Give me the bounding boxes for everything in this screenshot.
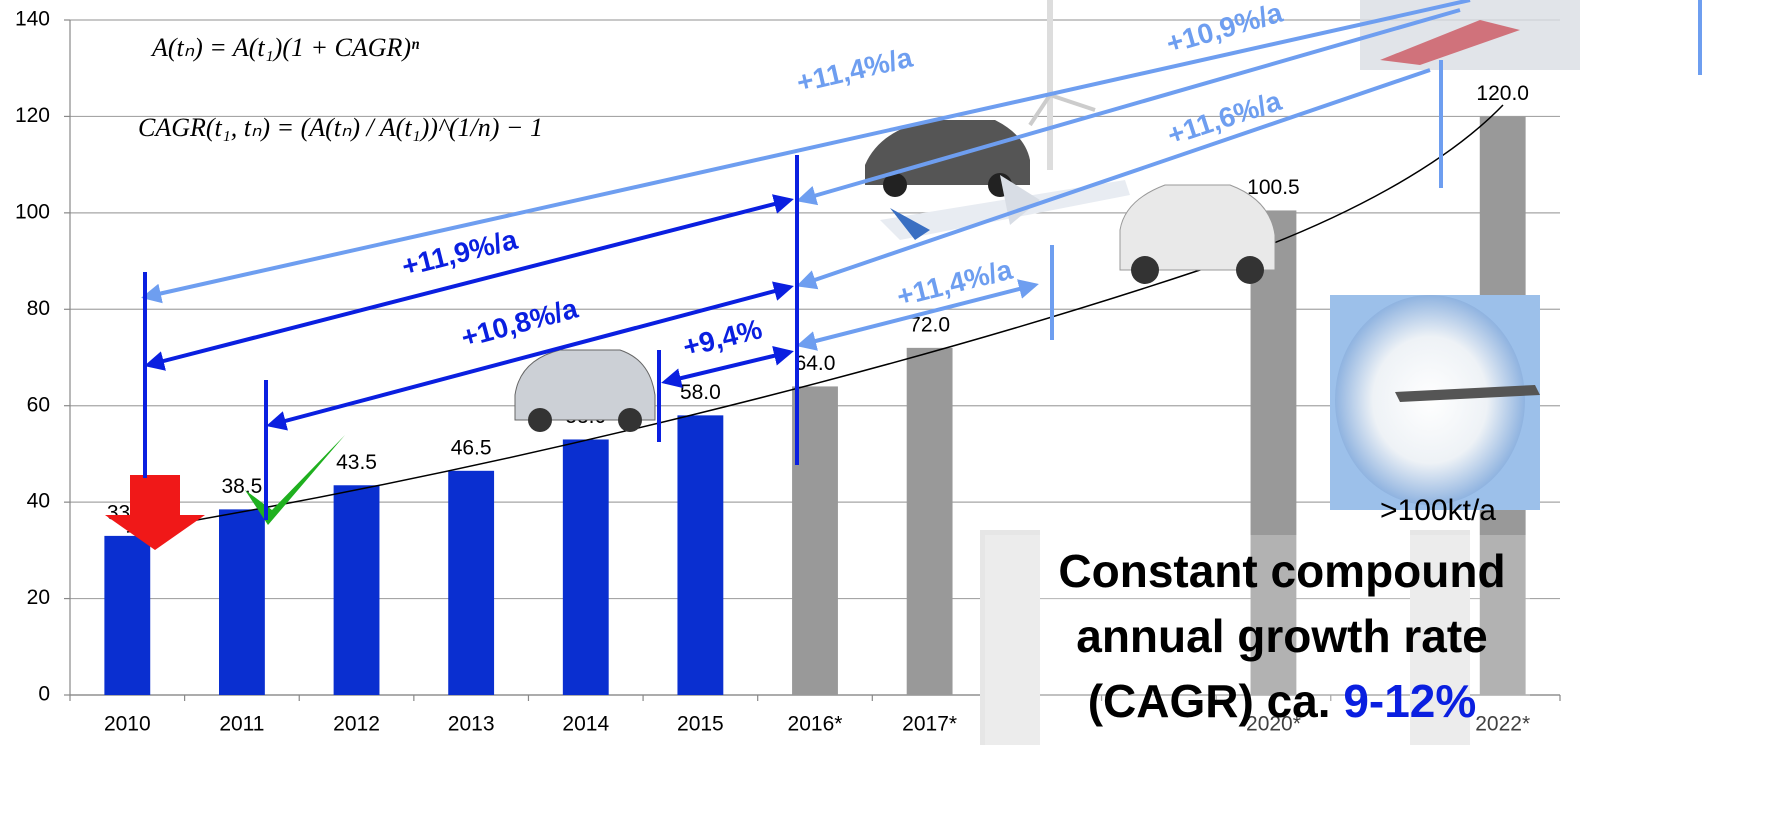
bar <box>792 386 838 695</box>
growth-label: +11,4%/a <box>794 42 916 99</box>
bar <box>333 485 380 695</box>
y-tick-label: 80 <box>27 297 50 320</box>
headline-highlight: 9-12% <box>1343 675 1476 727</box>
headline: Constant compound <box>1058 545 1505 597</box>
x-tick-label: 2017* <box>902 713 957 736</box>
y-tick-label: 60 <box>27 393 50 416</box>
bar <box>677 415 724 695</box>
growth-label: +9,4% <box>680 313 765 362</box>
headline-part: (CAGR) ca. <box>1088 675 1344 727</box>
x-tick-label: 2014 <box>562 713 609 736</box>
growth-label: +10,9%/a <box>1163 0 1286 59</box>
x-tick-label: 2013 <box>448 713 495 736</box>
x-tick-label: 2010 <box>104 713 151 736</box>
x-tick-label: 2020* <box>1246 713 1301 736</box>
bar <box>104 535 151 695</box>
arrows <box>141 0 1702 520</box>
value-label: 43.5 <box>336 451 377 474</box>
bar <box>1250 210 1297 696</box>
y-tick-label: 140 <box>15 8 50 31</box>
y-tick-label: 0 <box>38 683 50 706</box>
growth-label: +11,4%/a <box>894 254 1016 313</box>
headline: (CAGR) ca. 9-12% <box>1088 675 1477 727</box>
y-tick-label: 40 <box>27 490 50 513</box>
value-label: 38.5 <box>221 475 262 498</box>
capacity-note: >100kt/a <box>1380 494 1496 527</box>
value-label: 100.5 <box>1247 176 1300 199</box>
bar <box>906 347 953 695</box>
value-label: 120.0 <box>1476 82 1529 105</box>
x-tick-label: 2011 <box>219 713 264 736</box>
bar <box>219 509 265 695</box>
bar <box>448 470 495 695</box>
headline: annual growth rate <box>1076 610 1487 662</box>
growth-label: +10,8%/a <box>458 292 581 353</box>
formula: A(tₙ) = A(t₁)(1 + CAGR)ⁿ <box>150 33 420 62</box>
x-tick-label: 2015 <box>677 713 724 736</box>
formula: CAGR(t₁, tₙ) = (A(tₙ) / A(t₁))^(1/n) − 1 <box>138 113 543 142</box>
y-tick-label: 20 <box>27 586 50 609</box>
x-tick-label: 2012 <box>333 713 380 736</box>
y-tick-label: 100 <box>15 200 50 223</box>
bar <box>562 439 609 695</box>
value-label: 58.0 <box>680 381 721 404</box>
x-tick-label: 2016* <box>788 713 843 736</box>
value-label: 64.0 <box>795 352 836 375</box>
value-label: 46.5 <box>451 436 492 459</box>
x-tick-label: 2022* <box>1475 713 1530 736</box>
y-tick-label: 120 <box>15 104 50 127</box>
